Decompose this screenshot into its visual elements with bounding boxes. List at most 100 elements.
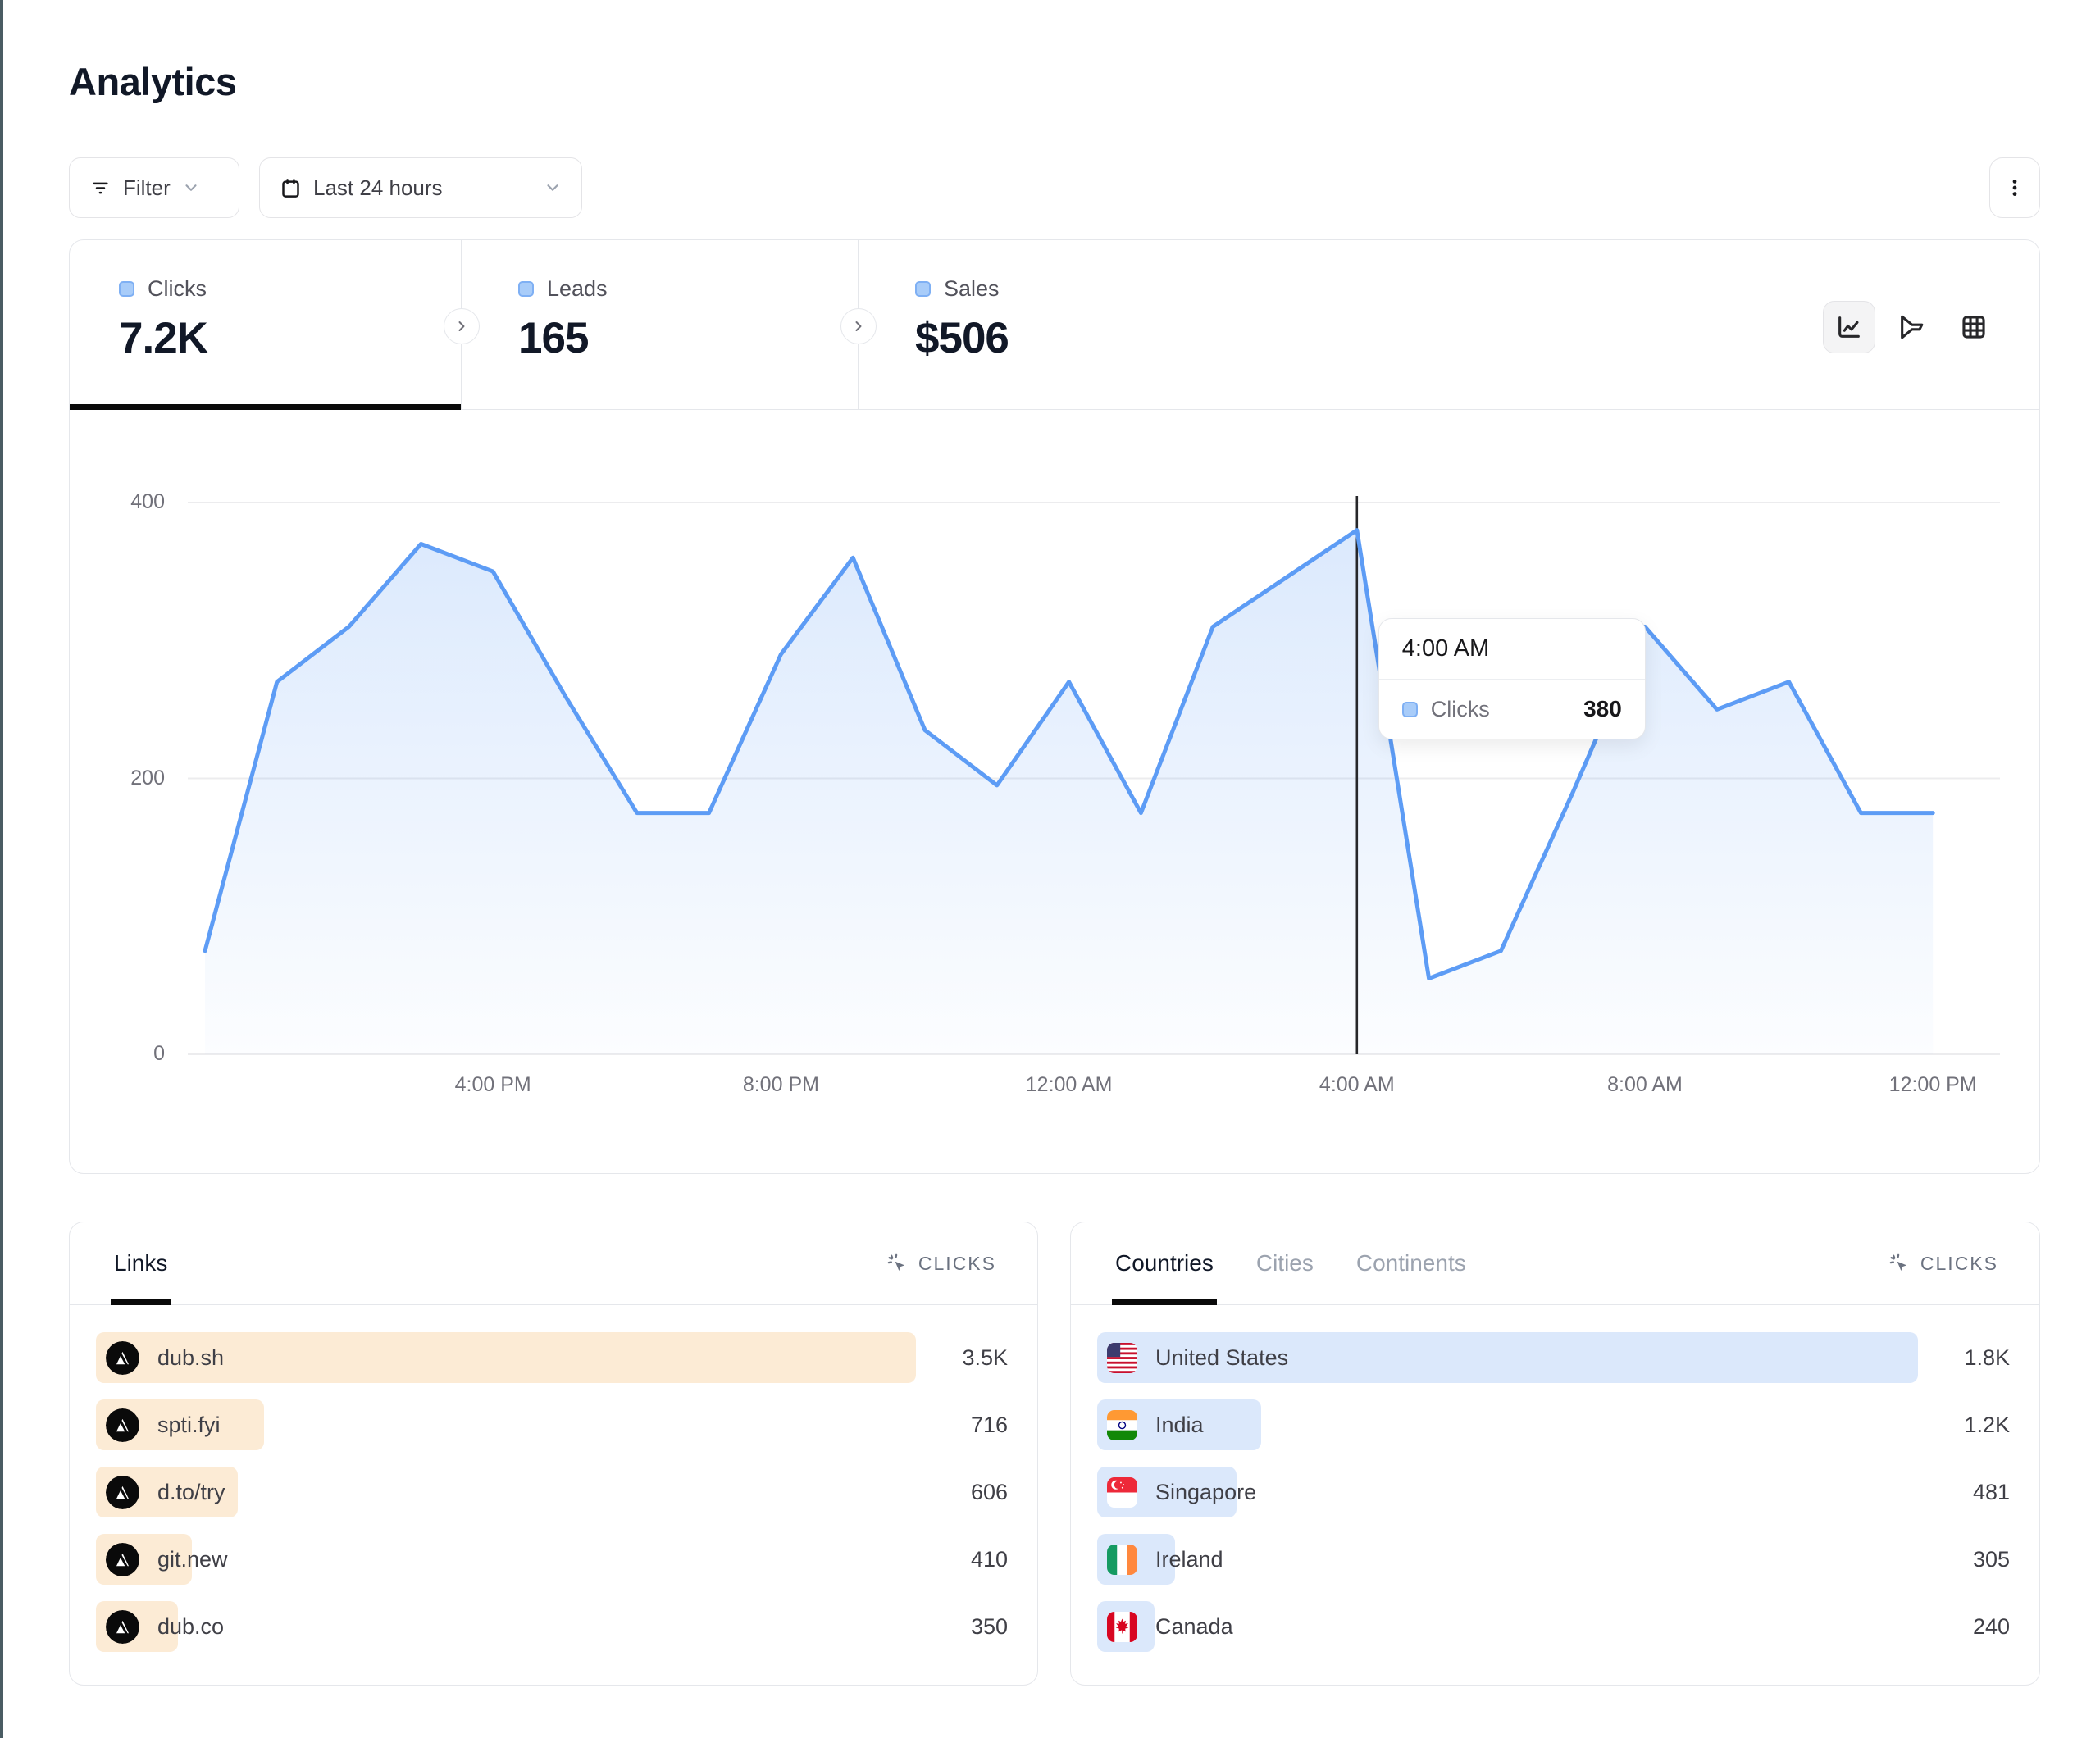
row-value: 3.5K — [962, 1344, 1008, 1370]
sales-tab-label: Sales — [944, 276, 1000, 301]
x-axis-tick-label: 8:00 AM — [1607, 1073, 1683, 1096]
row-label: d.to/try — [157, 1479, 225, 1504]
analytics-card: Clicks 7.2K Leads 165 Sales $506 — [69, 239, 2040, 1174]
list-item[interactable]: dub.sh 3.5K — [96, 1332, 1008, 1383]
filter-button[interactable]: Filter — [69, 157, 239, 218]
leads-legend-swatch — [518, 281, 534, 297]
chevron-right-icon — [458, 321, 465, 331]
sg-flag-icon — [1107, 1476, 1137, 1508]
tooltip-series-label: Clicks — [1430, 696, 1490, 721]
links-metric-header[interactable]: CLICKS — [886, 1253, 996, 1275]
leads-value: 165 — [518, 314, 589, 362]
x-axis-tick-label: 12:00 PM — [1888, 1073, 1977, 1096]
row-label: git.new — [157, 1546, 228, 1572]
y-axis-tick-label: 200 — [130, 766, 165, 789]
countries-list: United States 1.8K India 1.2K Singapore 481 Ir… — [1097, 1332, 2010, 1668]
links-panel-header: Links CLICKS — [70, 1222, 1037, 1305]
ca-flag-icon — [1107, 1611, 1137, 1642]
list-item[interactable]: Singapore 481 — [1097, 1467, 2010, 1517]
tab-sales[interactable]: Sales $506 — [858, 240, 1350, 409]
tab-countries[interactable]: Countries — [1112, 1222, 1217, 1305]
bar-track — [96, 1332, 916, 1383]
tab-clicks[interactable]: Clicks 7.2K — [70, 240, 461, 410]
us-flag-icon — [1107, 1342, 1137, 1373]
list-item[interactable]: Canada 240 — [1097, 1601, 2010, 1652]
chart-tooltip: 4:00 AM Clicks 380 — [1378, 618, 1646, 739]
row-value: 481 — [1972, 1479, 2010, 1504]
dub-logo-icon — [106, 1542, 139, 1576]
row-label: dub.co — [157, 1613, 225, 1639]
table-view-button[interactable] — [1947, 301, 2000, 353]
expand-leads-button[interactable] — [444, 308, 480, 344]
chevron-down-icon — [544, 179, 562, 197]
line-chart-view-button[interactable] — [1823, 301, 1875, 353]
clicks-chart[interactable]: 4:00 PM 8:00 PM 12:00 AM 4:00 AM 8:00 AM 12:0… — [188, 460, 2000, 1096]
clicks-legend-swatch — [119, 281, 134, 297]
row-value: 240 — [1972, 1613, 2010, 1639]
date-range-label: Last 24 hours — [313, 175, 443, 200]
tab-links[interactable]: Links — [110, 1222, 171, 1305]
expand-sales-button[interactable] — [840, 308, 877, 344]
list-item[interactable]: India 1.2K — [1097, 1399, 2010, 1450]
bar-track — [1097, 1399, 1918, 1450]
row-value: 606 — [970, 1479, 1008, 1504]
row-label: Singapore — [1155, 1479, 1257, 1504]
active-tab-underline — [70, 404, 461, 410]
dub-logo-icon — [106, 1340, 139, 1375]
line-chart-icon — [1838, 316, 1860, 338]
list-item[interactable]: dub.co 350 — [96, 1601, 1008, 1652]
list-item[interactable]: git.new 410 — [96, 1534, 1008, 1585]
cursor-click-icon — [1888, 1253, 1911, 1275]
row-value: 350 — [970, 1613, 1008, 1639]
countries-panel-header: Countries Cities Continents CLICKS — [1071, 1222, 2039, 1305]
x-axis-tick-label: 4:00 AM — [1319, 1073, 1395, 1096]
tab-leads[interactable]: Leads 165 — [461, 240, 858, 409]
filter-button-label: Filter — [123, 175, 171, 200]
stats-tabs-row: Clicks 7.2K Leads 165 Sales $506 — [70, 240, 2039, 410]
bar-track — [1097, 1332, 1918, 1383]
date-range-button[interactable]: Last 24 hours — [259, 157, 582, 218]
sales-legend-swatch — [915, 281, 931, 297]
funnel-view-button[interactable] — [1885, 301, 1938, 353]
more-options-button[interactable] — [1989, 157, 2040, 218]
row-label: Canada — [1155, 1613, 1233, 1639]
calendar-icon — [280, 177, 302, 199]
countries-panel: Countries Cities Continents CLICKS Unite… — [1070, 1222, 2040, 1686]
countries-metric-header[interactable]: CLICKS — [1888, 1253, 1998, 1275]
tooltip-legend-swatch — [1401, 701, 1418, 717]
kebab-menu-icon — [2004, 177, 2025, 198]
dub-logo-icon — [106, 1408, 139, 1442]
clicks-tab-label: Clicks — [148, 276, 207, 301]
filter-icon — [89, 177, 112, 199]
list-item[interactable]: United States 1.8K — [1097, 1332, 2010, 1383]
row-value: 410 — [970, 1546, 1008, 1572]
x-axis-tick-label: 8:00 PM — [742, 1073, 819, 1096]
row-value: 1.8K — [1964, 1344, 2010, 1370]
left-edge-accent — [0, 0, 3, 1738]
in-flag-icon — [1107, 1409, 1137, 1440]
row-label: United States — [1155, 1344, 1289, 1370]
chevron-right-icon — [855, 321, 862, 331]
tab-cities[interactable]: Cities — [1255, 1250, 1314, 1276]
value-bar — [1097, 1332, 1918, 1383]
x-axis-tick-label: 4:00 PM — [454, 1073, 531, 1096]
row-value: 305 — [1972, 1546, 2010, 1572]
row-label: dub.sh — [157, 1344, 225, 1370]
list-item[interactable]: Ireland 305 — [1097, 1534, 2010, 1585]
grid-icon — [1962, 316, 1985, 339]
row-label: India — [1155, 1412, 1204, 1437]
tab-continents[interactable]: Continents — [1355, 1250, 1466, 1276]
list-item[interactable]: spti.fyi 716 — [96, 1399, 1008, 1450]
row-label: spti.fyi — [157, 1412, 221, 1437]
ie-flag-icon — [1107, 1544, 1137, 1575]
row-label: Ireland — [1155, 1546, 1223, 1572]
dub-logo-icon — [106, 1475, 139, 1509]
links-panel: Links CLICKS dub.sh 3.5K spti.fyi 716 d.to/t… — [69, 1222, 1038, 1686]
page-title: Analytics — [69, 60, 237, 103]
leads-tab-label: Leads — [547, 276, 608, 301]
value-bar — [96, 1332, 916, 1383]
dub-logo-icon — [106, 1609, 139, 1644]
list-item[interactable]: d.to/try 606 — [96, 1467, 1008, 1517]
countries-metric-label: CLICKS — [1920, 1252, 1998, 1274]
